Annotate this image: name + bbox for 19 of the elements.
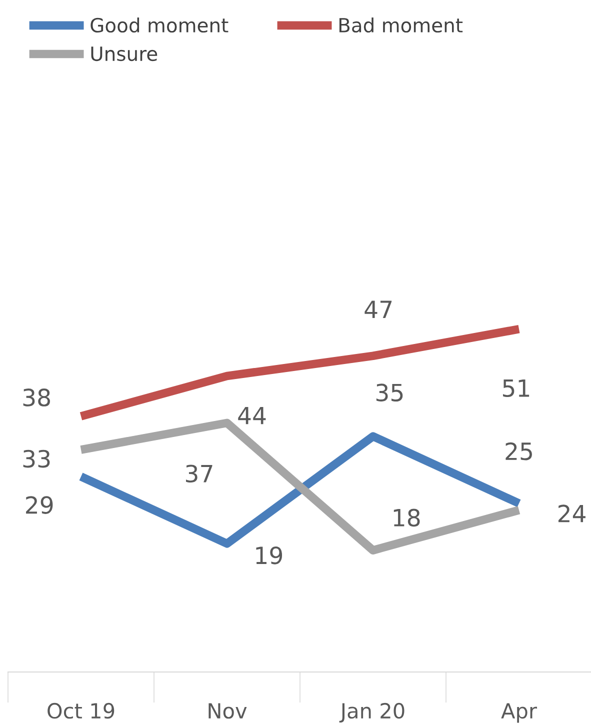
x-tick-label: Oct 19 [48, 702, 114, 719]
data-label: 33 [23, 450, 50, 468]
legend-label: Bad moment [339, 18, 463, 33]
x-tick-label: Nov [208, 703, 247, 719]
x-tick-label: Jan 20 [339, 702, 404, 723]
data-label: 18 [394, 508, 420, 527]
data-label: 29 [26, 496, 53, 514]
data-label: 37 [186, 464, 212, 483]
data-label: 51 [503, 379, 530, 398]
data-label: 38 [23, 388, 50, 406]
data-label: 35 [376, 384, 403, 402]
data-label: 47 [364, 300, 392, 318]
legend-label: Unsure [91, 46, 158, 62]
data-label: 25 [506, 442, 532, 460]
x-tick-label: Apr [501, 703, 538, 723]
legend-label: Good moment [90, 18, 228, 33]
data-label: 44 [238, 406, 266, 424]
data-label: 19 [256, 546, 282, 564]
data-label: 24 [558, 504, 586, 522]
